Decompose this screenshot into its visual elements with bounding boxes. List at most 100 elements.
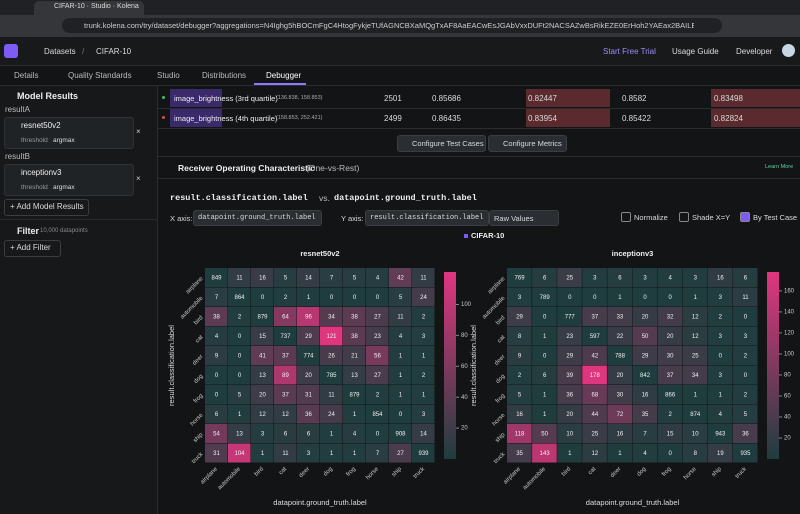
- heatmap-cell: [582, 287, 607, 307]
- tab-link[interactable]: Distributions: [202, 71, 247, 80]
- colorbar-label: 120: [784, 331, 795, 337]
- heatmap-cell: [632, 346, 658, 365]
- heatmap-cell: [557, 385, 582, 404]
- select-value[interactable]: Raw Values: [494, 214, 534, 223]
- cell-value: 118: [515, 431, 525, 437]
- breadcrumb[interactable]: Datasets: [44, 47, 76, 56]
- tab-link[interactable]: Quality Standards: [68, 71, 132, 80]
- sidebar: [0, 86, 158, 514]
- heatmap-cell: [607, 404, 632, 424]
- header-action[interactable]: Usage Guide: [672, 47, 719, 56]
- heatmap-cell: [707, 268, 733, 287]
- tab-title[interactable]: CIFAR-10 · Studio · Kolena: [54, 3, 139, 10]
- heatmap-cell: [251, 404, 274, 424]
- button-label[interactable]: Configure Test Cases: [412, 139, 484, 148]
- heatmap-cell: [251, 287, 274, 307]
- heatmap-cell: [607, 268, 632, 287]
- colorbar-label: 40: [784, 415, 791, 421]
- cell-value: 908: [395, 431, 406, 437]
- checkbox-label[interactable]: Shade X=Y: [692, 213, 731, 222]
- checkbox[interactable]: [740, 212, 750, 222]
- metric-cell: 0.83954: [528, 114, 557, 123]
- add-model-button[interactable]: + Add Model Results: [4, 199, 89, 216]
- heatmap-cell: [732, 385, 758, 404]
- column-label: automobile: [522, 466, 547, 491]
- url-bar[interactable]: [62, 18, 722, 33]
- tab-link[interactable]: Details: [14, 71, 39, 80]
- cell-value: 4: [643, 451, 647, 457]
- select[interactable]: [365, 210, 489, 226]
- heatmap-cell: [251, 346, 274, 365]
- param-value: argmax: [53, 184, 75, 191]
- x-axis-label: datapoint.ground_truth.label: [273, 498, 367, 507]
- button-label[interactable]: Configure Metrics: [503, 139, 562, 148]
- cell-value: 35: [516, 451, 523, 457]
- remove-model[interactable]: ×: [136, 174, 141, 183]
- select[interactable]: [489, 210, 559, 226]
- add-filter-button[interactable]: + Add Filter: [4, 240, 61, 257]
- cell-value: 3: [422, 412, 426, 418]
- tab-link[interactable]: Debugger: [266, 71, 302, 80]
- heatmap-cell: [366, 287, 389, 307]
- cell-value: 0: [643, 295, 647, 301]
- header-action[interactable]: Start Free Trial: [603, 47, 656, 56]
- tab-link[interactable]: Studio: [157, 71, 180, 80]
- metric-cell: 0.8582: [622, 94, 647, 103]
- metric-cell: 2499: [384, 114, 402, 123]
- legend-label[interactable]: CIFAR-10: [471, 231, 505, 240]
- button[interactable]: [397, 135, 486, 152]
- cell-value: 788: [615, 353, 626, 359]
- cell-value: 3: [307, 451, 311, 457]
- checkbox[interactable]: [679, 212, 689, 222]
- heatmap-cell: [607, 385, 632, 404]
- select-value[interactable]: result.classification.label: [370, 214, 484, 222]
- select[interactable]: [193, 210, 322, 226]
- url[interactable]: trunk.kolena.com/try/dataset/debugger?ag…: [84, 21, 694, 30]
- cell-value: 1: [543, 392, 547, 398]
- breadcrumb[interactable]: CIFAR-10: [96, 47, 132, 56]
- checkbox-label[interactable]: Normalize: [634, 213, 668, 222]
- heatmap-cell: [607, 424, 632, 443]
- button[interactable]: [488, 135, 567, 152]
- checkbox-label[interactable]: By Test Case: [753, 213, 798, 222]
- test-case-name[interactable]: image_brightness (4th quartile): [174, 114, 278, 123]
- heatmap-cell: [228, 326, 251, 346]
- heatmap-cell: [532, 443, 557, 463]
- cell-value: 35: [642, 412, 649, 418]
- cell-value: 178: [590, 373, 601, 379]
- remove-model[interactable]: ×: [136, 127, 141, 136]
- cell-value: 143: [540, 451, 551, 457]
- test-case-name[interactable]: image_brightness (3rd quartile): [174, 94, 278, 103]
- heatmap-cell: [274, 326, 297, 346]
- cell-value: 11: [420, 275, 427, 281]
- cell-value: 25: [692, 353, 699, 359]
- avatar[interactable]: [782, 44, 795, 57]
- model-card[interactable]: [4, 117, 134, 149]
- heatmap-cell: [320, 385, 343, 404]
- learn-more[interactable]: Learn More: [765, 164, 794, 170]
- colorbar-label: 100: [784, 352, 795, 358]
- cell-value: 5: [518, 392, 522, 398]
- header-action[interactable]: Developer: [736, 47, 773, 56]
- heatmap-cell: [412, 404, 435, 424]
- heatmap-cell: [251, 268, 274, 287]
- heatmap-cell: [707, 346, 733, 365]
- checkbox[interactable]: [621, 212, 631, 222]
- heatmap-cell: [582, 365, 607, 385]
- section-title[interactable]: Receiver Operating Characteristic: [178, 163, 316, 173]
- heatmap-cell: [532, 346, 557, 365]
- colorbar-label: 20: [784, 436, 791, 442]
- cell-value: 14: [420, 431, 427, 437]
- heatmap-cell: [507, 443, 532, 463]
- tab: [34, 1, 144, 15]
- model-card[interactable]: [4, 164, 134, 196]
- logo[interactable]: [4, 44, 18, 58]
- cell-value: 29: [566, 353, 573, 359]
- model-name[interactable]: inceptionv3: [21, 168, 62, 177]
- model-name[interactable]: resnet50v2: [21, 121, 61, 130]
- sidebar-title: Model Results: [17, 91, 79, 101]
- cell-value: 0: [215, 392, 219, 398]
- select-value[interactable]: datapoint.ground_truth.label: [198, 214, 316, 222]
- cell-value: 12: [592, 451, 599, 457]
